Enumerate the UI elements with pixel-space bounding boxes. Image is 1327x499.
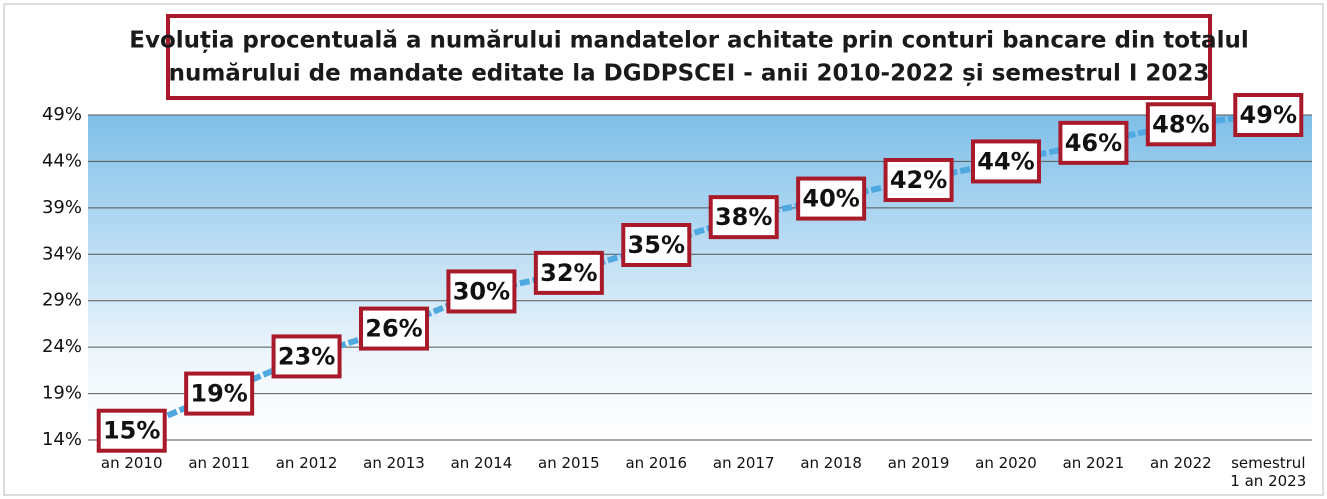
x-tick-label: an 2020 <box>975 454 1037 472</box>
y-tick-label: 34% <box>42 243 82 264</box>
x-tick-label: an 2015 <box>538 454 600 472</box>
y-tick-label: 19% <box>42 383 82 404</box>
data-label-box <box>96 408 167 453</box>
x-tick-label: an 2022 <box>1150 454 1212 472</box>
data-label: 23% <box>278 342 335 370</box>
data-label: 46% <box>1065 129 1122 157</box>
y-tick-label: 29% <box>42 290 82 311</box>
y-tick-label: 39% <box>42 197 82 218</box>
data-label: 19% <box>190 380 247 408</box>
data-label-box <box>1233 93 1304 137</box>
x-tick-label: an 2011 <box>188 454 250 472</box>
data-label: 44% <box>977 147 1034 175</box>
data-label-box <box>184 371 255 416</box>
data-label: 40% <box>802 185 859 213</box>
y-tick-label: 49% <box>42 104 82 125</box>
x-tick-label: semestrul 1 an 2023 <box>1230 454 1307 490</box>
x-tick-label: an 2021 <box>1062 454 1125 472</box>
frame <box>3 3 1324 496</box>
x-tick-label: an 2019 <box>887 454 950 472</box>
data-label-box <box>796 176 867 221</box>
data-label-box <box>446 269 517 314</box>
data-label-box <box>533 250 604 295</box>
data-label: 30% <box>453 277 510 305</box>
data-label: 49% <box>1240 101 1297 129</box>
y-tick-label: 44% <box>42 150 82 171</box>
data-label: 26% <box>365 315 422 343</box>
data-label: 32% <box>540 259 597 287</box>
y-tick-label: 14% <box>42 429 82 450</box>
data-label: 38% <box>715 203 772 231</box>
x-tick-label: an 2014 <box>450 454 513 472</box>
x-tick-label: an 2010 <box>100 454 163 472</box>
x-tick-label: an 2018 <box>800 454 862 472</box>
x-tick-label: an 2016 <box>625 454 688 472</box>
data-label-box <box>621 223 692 267</box>
data-label-box <box>708 195 779 240</box>
chart-title: Evoluția procentuală a numărului mandate… <box>129 28 1248 54</box>
x-tick-label: an 2012 <box>275 454 338 472</box>
data-label: 42% <box>890 166 947 194</box>
x-tick-label: an 2017 <box>712 454 775 472</box>
data-label-box <box>1145 102 1216 147</box>
chart-title: numărului de mandate editate la DGDPSCEI… <box>169 61 1210 87</box>
data-label: 48% <box>1152 110 1209 138</box>
data-label-box <box>359 306 429 351</box>
plot-area <box>88 115 1312 440</box>
data-label-box <box>883 158 954 202</box>
data-label-box <box>971 139 1041 184</box>
y-tick-label: 24% <box>42 336 82 357</box>
x-tick-label: an 2013 <box>363 454 425 472</box>
data-label-box <box>1058 120 1129 165</box>
data-label-box <box>271 334 342 379</box>
data-label: 15% <box>103 417 160 445</box>
data-label: 35% <box>628 231 685 259</box>
title-box <box>166 14 1212 100</box>
